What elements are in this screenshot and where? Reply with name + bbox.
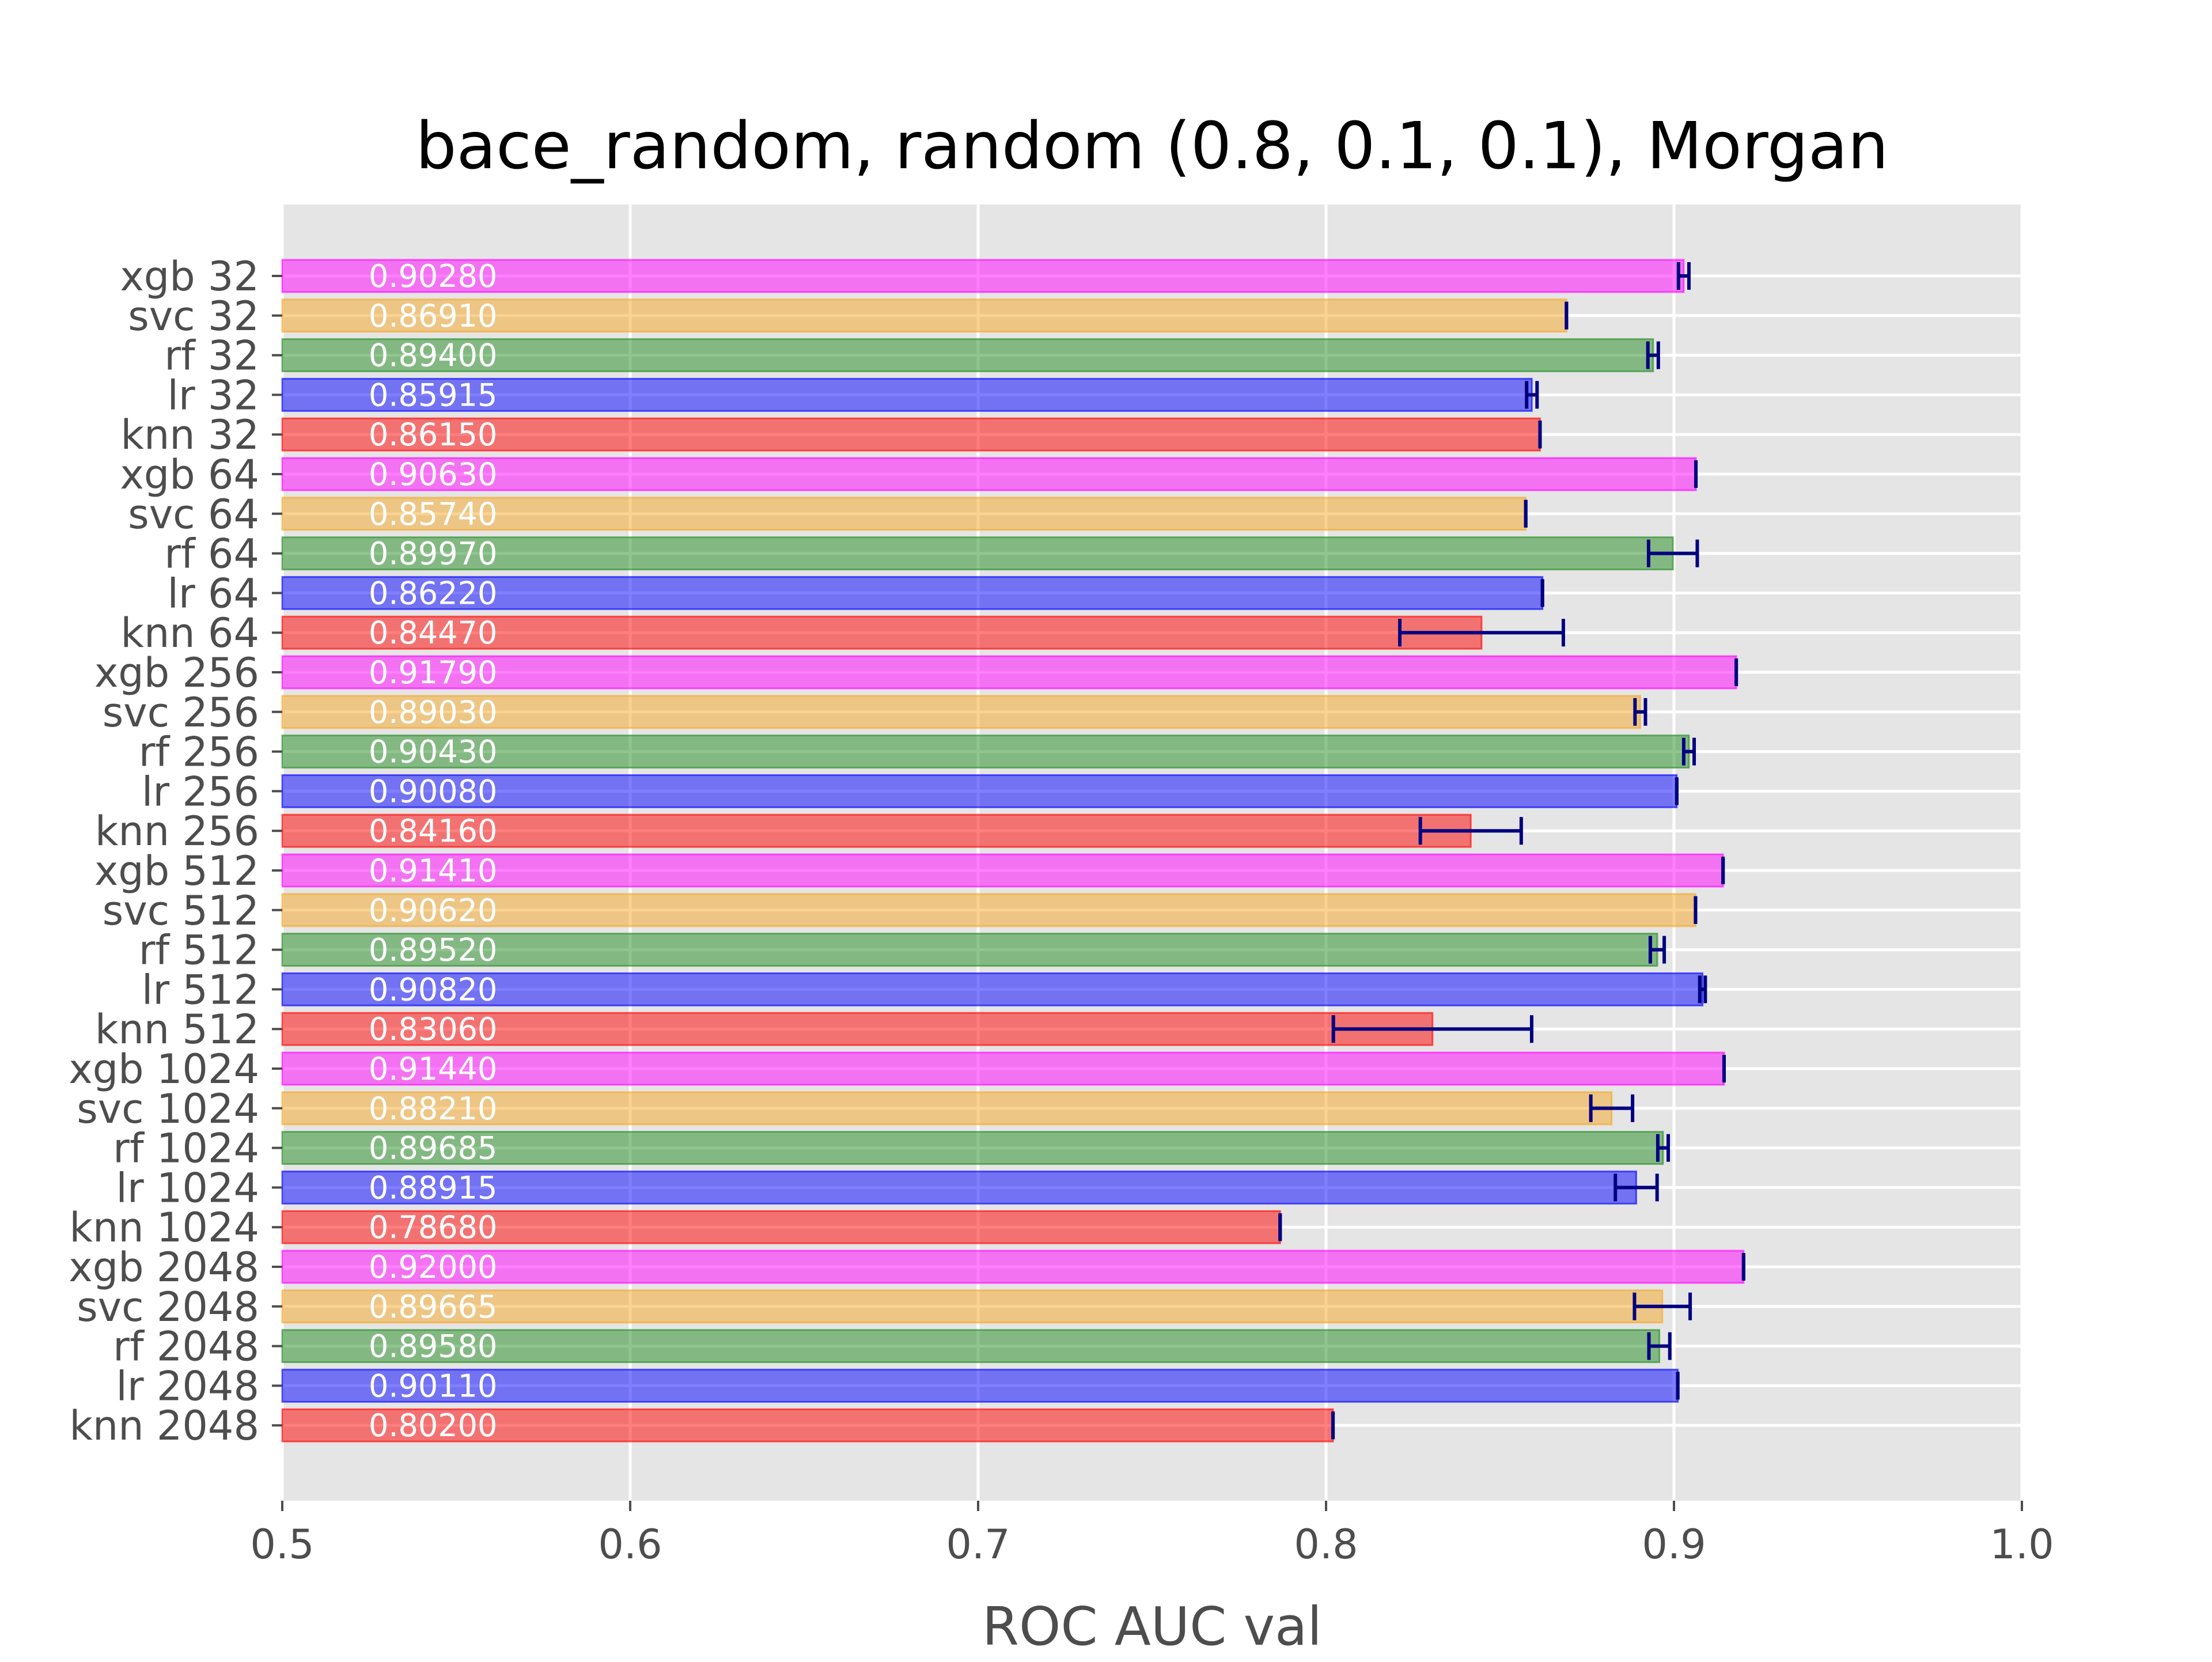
bar <box>281 1091 1613 1126</box>
x-tick-label: 0.7 <box>946 1521 1010 1568</box>
y-tick-label: knn 512 <box>95 1006 259 1053</box>
y-tick-label: svc 32 <box>128 293 259 340</box>
bar <box>281 338 1654 373</box>
bar-value-label: 0.89520 <box>369 932 497 968</box>
x-tick-labels: 0.5 0.6 0.7 0.8 0.9 1.0 <box>250 1501 2054 1568</box>
bar-value-label: 0.80200 <box>369 1407 497 1444</box>
y-tick-label: knn 256 <box>95 808 259 855</box>
bar <box>281 735 1690 769</box>
x-tick-label: 0.6 <box>598 1521 662 1568</box>
bar <box>281 1250 1745 1284</box>
bar-value-label: 0.84470 <box>369 615 497 651</box>
y-tick-label: svc 1024 <box>77 1085 259 1133</box>
bar <box>281 853 1724 888</box>
bar-value-label: 0.85915 <box>369 377 497 413</box>
y-tick-label: lr 64 <box>167 570 259 617</box>
y-tick-label: lr 256 <box>142 768 259 815</box>
bar <box>281 1051 1725 1086</box>
y-tick-label: lr 512 <box>142 966 259 1013</box>
bar-value-label: 0.86220 <box>369 575 497 611</box>
y-tick-label: rf 512 <box>139 927 259 974</box>
bar-value-label: 0.90620 <box>369 892 497 929</box>
x-tick-label: 0.8 <box>1294 1521 1358 1568</box>
x-axis-label: ROC AUC val <box>982 1596 1322 1657</box>
value-labels: 0.902800.869100.894000.859150.861500.906… <box>369 258 497 1444</box>
error-bars <box>1278 262 1745 1440</box>
y-tick-label: knn 64 <box>120 609 259 657</box>
bar-value-label: 0.90430 <box>369 734 497 770</box>
bar-value-label: 0.83060 <box>369 1011 497 1047</box>
bar <box>281 1012 1434 1046</box>
bar-value-label: 0.89970 <box>369 536 497 572</box>
y-tick-label: xgb 1024 <box>69 1046 259 1093</box>
y-tick-label: rf 2048 <box>113 1323 259 1371</box>
bar-value-label: 0.89685 <box>369 1130 497 1167</box>
bar-value-label: 0.88210 <box>369 1091 497 1127</box>
y-tick-label: svc 2048 <box>77 1284 259 1331</box>
bar-value-label: 0.90080 <box>369 773 497 809</box>
bar <box>281 695 1641 729</box>
y-tick-label: xgb 2048 <box>69 1244 259 1291</box>
bar <box>281 377 1533 412</box>
y-tick-label: knn 2048 <box>69 1402 259 1449</box>
bar-value-label: 0.89665 <box>369 1289 497 1325</box>
y-tick-label: knn 1024 <box>69 1204 259 1251</box>
y-tick-label: svc 256 <box>103 689 259 736</box>
y-tick-label: xgb 512 <box>94 847 259 895</box>
y-tick-label: knn 32 <box>120 411 259 459</box>
y-tick-label: xgb 32 <box>120 253 259 300</box>
bar-value-label: 0.90110 <box>369 1368 497 1404</box>
bar <box>281 1329 1661 1364</box>
bar <box>281 655 1737 690</box>
bar-value-label: 0.92000 <box>369 1249 497 1285</box>
bar-value-label: 0.78680 <box>369 1209 497 1245</box>
bar <box>281 417 1541 452</box>
y-tick-label: rf 256 <box>139 729 259 776</box>
bar <box>281 972 1704 1006</box>
bar-value-label: 0.90630 <box>369 456 497 493</box>
y-tick-label: lr 1024 <box>116 1164 259 1212</box>
y-tick-label: rf 64 <box>164 531 259 578</box>
bar-value-label: 0.89030 <box>369 694 497 730</box>
bar <box>281 1210 1281 1244</box>
y-tick-label: xgb 256 <box>94 649 259 696</box>
bar <box>281 1368 1679 1403</box>
bar-value-label: 0.89580 <box>369 1328 497 1365</box>
y-tick-label: rf 32 <box>164 332 259 380</box>
bar-value-label: 0.91790 <box>369 654 497 691</box>
y-tick-label: svc 512 <box>103 887 259 934</box>
bar-value-label: 0.86150 <box>369 417 497 453</box>
bar-value-label: 0.86910 <box>369 298 497 334</box>
bar-value-label: 0.90820 <box>369 971 497 1008</box>
x-tick-label: 0.9 <box>1642 1521 1706 1568</box>
bar <box>281 259 1685 293</box>
chart-title: bace_random, random (0.8, 0.1, 0.1), Mor… <box>415 109 1888 184</box>
bar-value-label: 0.89400 <box>369 338 497 374</box>
bar-value-label: 0.84160 <box>369 813 497 849</box>
y-tick-label: svc 64 <box>128 491 259 538</box>
bar-value-label: 0.91410 <box>369 853 497 889</box>
bar <box>281 774 1678 808</box>
bar-value-label: 0.91440 <box>369 1051 497 1087</box>
y-tick-label: xgb 64 <box>120 451 259 498</box>
bar <box>281 1289 1664 1324</box>
y-tick-label: lr 2048 <box>116 1362 259 1410</box>
x-tick-label: 1.0 <box>1990 1521 2054 1568</box>
bar-value-label: 0.90280 <box>369 258 497 294</box>
bar-value-label: 0.85740 <box>369 496 497 532</box>
y-tick-label: lr 32 <box>167 372 259 419</box>
bar-value-label: 0.88915 <box>369 1169 497 1206</box>
x-tick-label: 0.5 <box>250 1521 314 1568</box>
y-tick-label: rf 1024 <box>113 1125 259 1172</box>
bar <box>281 615 1483 650</box>
